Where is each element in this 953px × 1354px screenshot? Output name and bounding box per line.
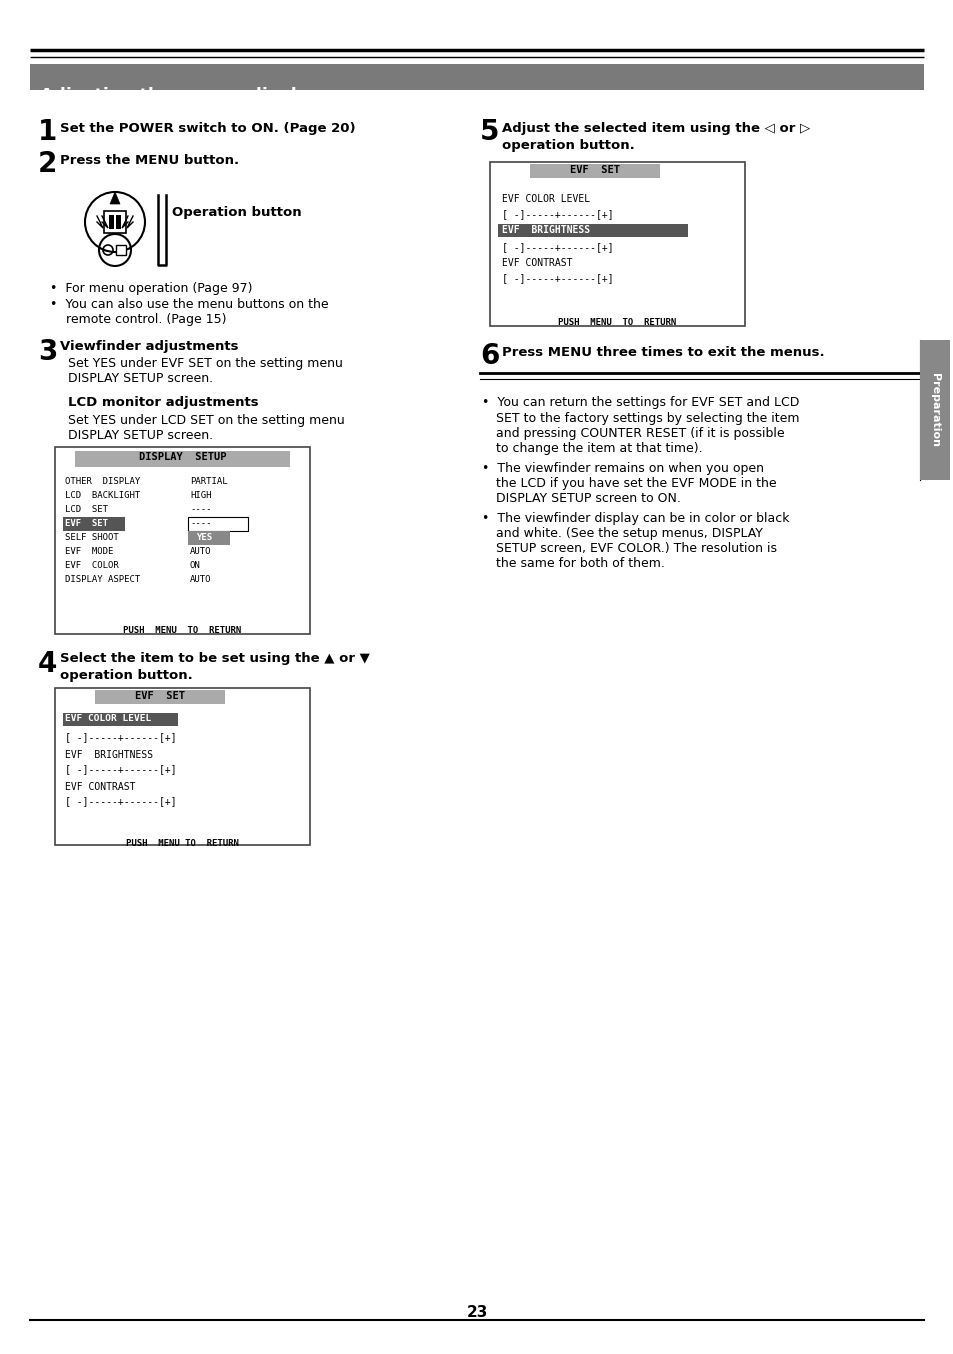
Text: PUSH  MENU  TO  RETURN: PUSH MENU TO RETURN xyxy=(558,318,676,328)
Text: Press MENU three times to exit the menus.: Press MENU three times to exit the menus… xyxy=(501,347,823,359)
Text: SET to the factory settings by selecting the item: SET to the factory settings by selecting… xyxy=(496,412,799,425)
Text: •  The viewfinder display can be in color or black: • The viewfinder display can be in color… xyxy=(481,512,789,525)
Text: remote control. (Page 15): remote control. (Page 15) xyxy=(66,313,226,326)
Text: PARTIAL: PARTIAL xyxy=(190,477,228,486)
Text: LCD  SET: LCD SET xyxy=(65,505,108,515)
Bar xyxy=(30,64,923,89)
Bar xyxy=(63,517,125,531)
Text: DISPLAY SETUP screen.: DISPLAY SETUP screen. xyxy=(68,372,213,385)
Text: 3: 3 xyxy=(38,338,57,366)
Text: DISPLAY SETUP screen.: DISPLAY SETUP screen. xyxy=(68,429,213,441)
Text: [ -]-----+------[+]: [ -]-----+------[+] xyxy=(65,733,176,742)
Bar xyxy=(63,714,178,726)
Text: [ -]-----+------[+]: [ -]-----+------[+] xyxy=(65,796,176,806)
Text: •  For menu operation (Page 97): • For menu operation (Page 97) xyxy=(50,282,253,295)
Text: EVF  BRIGHTNESS: EVF BRIGHTNESS xyxy=(501,225,590,236)
Bar xyxy=(188,517,248,531)
Bar xyxy=(530,164,659,177)
Text: 23: 23 xyxy=(466,1305,487,1320)
Text: to change the item at that time).: to change the item at that time). xyxy=(496,441,702,455)
Text: 5: 5 xyxy=(479,118,499,146)
Bar xyxy=(104,211,126,233)
Text: Adjusting the screen display: Adjusting the screen display xyxy=(40,87,319,106)
Polygon shape xyxy=(110,192,120,204)
Bar xyxy=(116,245,126,255)
Text: Press the MENU button.: Press the MENU button. xyxy=(60,154,239,167)
Text: ON: ON xyxy=(190,561,200,570)
Text: ----: ---- xyxy=(190,519,212,528)
Text: Operation button: Operation button xyxy=(172,206,301,219)
Text: OTHER  DISPLAY: OTHER DISPLAY xyxy=(65,477,140,486)
Bar xyxy=(497,223,687,237)
Text: operation button.: operation button. xyxy=(60,669,193,682)
Bar xyxy=(75,451,290,467)
Bar xyxy=(490,162,744,326)
Text: EVF COLOR LEVEL: EVF COLOR LEVEL xyxy=(501,194,590,204)
Text: ----: ---- xyxy=(190,505,212,515)
Text: LCD monitor adjustments: LCD monitor adjustments xyxy=(68,395,258,409)
Text: •  You can also use the menu buttons on the: • You can also use the menu buttons on t… xyxy=(50,298,328,311)
Text: AUTO: AUTO xyxy=(190,547,212,556)
Text: Set YES under EVF SET on the setting menu: Set YES under EVF SET on the setting men… xyxy=(68,357,342,370)
Text: [ -]-----+------[+]: [ -]-----+------[+] xyxy=(65,764,176,774)
Text: HIGH: HIGH xyxy=(190,492,212,500)
Text: EVF  BRIGHTNESS: EVF BRIGHTNESS xyxy=(65,750,153,760)
Text: EVF  SET: EVF SET xyxy=(569,165,619,175)
Text: EVF CONTRAST: EVF CONTRAST xyxy=(501,259,572,268)
Text: EVF  SET: EVF SET xyxy=(135,691,185,701)
Bar xyxy=(116,215,121,229)
Bar xyxy=(95,691,225,704)
Bar xyxy=(55,688,310,845)
Bar xyxy=(188,531,230,546)
Text: [ -]-----+------[+]: [ -]-----+------[+] xyxy=(501,274,613,283)
Text: the LCD if you have set the EVF MODE in the: the LCD if you have set the EVF MODE in … xyxy=(496,477,776,490)
Text: LCD  BACKLIGHT: LCD BACKLIGHT xyxy=(65,492,140,500)
Bar xyxy=(109,215,113,229)
Text: and white. (See the setup menus, DISPLAY: and white. (See the setup menus, DISPLAY xyxy=(496,527,762,540)
Text: PUSH  MENU TO  RETURN: PUSH MENU TO RETURN xyxy=(126,839,238,848)
Text: EVF  SET: EVF SET xyxy=(65,519,108,528)
Text: Select the item to be set using the ▲ or ▼: Select the item to be set using the ▲ or… xyxy=(60,653,370,665)
Text: and pressing COUNTER RESET (if it is possible: and pressing COUNTER RESET (if it is pos… xyxy=(496,427,783,440)
Text: •  You can return the settings for EVF SET and LCD: • You can return the settings for EVF SE… xyxy=(481,395,799,409)
Text: DISPLAY  SETUP: DISPLAY SETUP xyxy=(138,452,226,462)
Text: Preparation: Preparation xyxy=(929,372,939,447)
Text: the same for both of them.: the same for both of them. xyxy=(496,556,664,570)
Text: Set YES under LCD SET on the setting menu: Set YES under LCD SET on the setting men… xyxy=(68,414,344,427)
Bar xyxy=(919,340,949,481)
Text: 4: 4 xyxy=(38,650,57,678)
Text: [ -]-----+------[+]: [ -]-----+------[+] xyxy=(501,242,613,252)
Text: AUTO: AUTO xyxy=(190,575,212,584)
Text: DISPLAY SETUP screen to ON.: DISPLAY SETUP screen to ON. xyxy=(496,492,680,505)
Text: EVF  MODE: EVF MODE xyxy=(65,547,113,556)
Text: 6: 6 xyxy=(479,343,498,370)
Bar xyxy=(55,447,310,634)
Text: EVF COLOR LEVEL: EVF COLOR LEVEL xyxy=(65,714,152,723)
Text: Viewfinder adjustments: Viewfinder adjustments xyxy=(60,340,238,353)
Text: EVF CONTRAST: EVF CONTRAST xyxy=(65,783,135,792)
Text: DISPLAY ASPECT: DISPLAY ASPECT xyxy=(65,575,140,584)
Text: [ -]-----+------[+]: [ -]-----+------[+] xyxy=(501,209,613,219)
Text: Set the POWER switch to ON. (Page 20): Set the POWER switch to ON. (Page 20) xyxy=(60,122,355,135)
Text: SETUP screen, EVF COLOR.) The resolution is: SETUP screen, EVF COLOR.) The resolution… xyxy=(496,542,776,555)
Text: 2: 2 xyxy=(38,150,57,177)
Text: YES: YES xyxy=(195,533,212,542)
Text: EVF  COLOR: EVF COLOR xyxy=(65,561,118,570)
Text: operation button.: operation button. xyxy=(501,139,634,152)
Text: PUSH  MENU  TO  RETURN: PUSH MENU TO RETURN xyxy=(123,626,241,635)
Text: 1: 1 xyxy=(38,118,57,146)
Text: SELF SHOOT: SELF SHOOT xyxy=(65,533,118,542)
Text: Adjust the selected item using the ◁ or ▷: Adjust the selected item using the ◁ or … xyxy=(501,122,809,135)
Text: •  The viewfinder remains on when you open: • The viewfinder remains on when you ope… xyxy=(481,462,763,475)
